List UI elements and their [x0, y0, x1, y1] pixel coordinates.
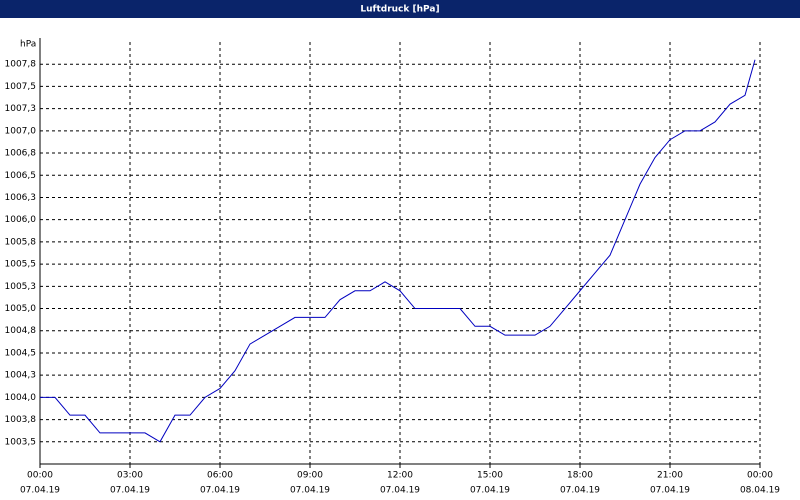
x-tick-date: 07.04.19 — [560, 486, 600, 496]
y-tick-label: 1005,8 — [5, 237, 37, 247]
x-tick-time: 00:00 — [747, 471, 773, 481]
y-tick-label: 1007,5 — [5, 82, 37, 92]
y-axis-label: hPa — [20, 40, 36, 50]
y-tick-label: 1007,3 — [5, 104, 37, 114]
data-line — [40, 59, 756, 443]
x-tick-time: 21:00 — [657, 471, 683, 481]
x-tick-date: 07.04.19 — [380, 486, 420, 496]
x-tick-time: 12:00 — [387, 471, 413, 481]
x-tick-date: 07.04.19 — [110, 486, 150, 496]
x-tick-time: 18:00 — [567, 471, 593, 481]
x-tick-time: 09:00 — [297, 471, 323, 481]
x-tick-date: 07.04.19 — [20, 486, 60, 496]
y-tick-label: 1007,0 — [5, 126, 37, 136]
y-tick-label: 1004,0 — [5, 393, 37, 403]
x-tick-time: 06:00 — [207, 471, 233, 481]
x-tick-date: 07.04.19 — [470, 486, 510, 496]
x-tick-date: 08.04.19 — [740, 486, 780, 496]
y-tick-label: 1003,5 — [5, 437, 37, 447]
chart-title: Luftdruck [hPa] — [360, 5, 439, 15]
y-tick-label: 1003,8 — [5, 415, 37, 425]
y-tick-label: 1004,8 — [5, 326, 37, 336]
x-tick-date: 07.04.19 — [290, 486, 330, 496]
y-tick-label: 1005,5 — [5, 260, 37, 270]
y-tick-label: 1006,3 — [5, 193, 37, 203]
y-tick-label: 1006,8 — [5, 149, 37, 159]
y-tick-label: 1005,0 — [5, 304, 37, 314]
x-tick-date: 07.04.19 — [650, 486, 690, 496]
x-tick-date: 07.04.19 — [200, 486, 240, 496]
y-tick-label: 1004,5 — [5, 348, 37, 358]
x-tick-time: 03:00 — [117, 471, 143, 481]
y-tick-label: 1006,0 — [5, 215, 37, 225]
x-tick-time: 15:00 — [477, 471, 503, 481]
y-tick-label: 1004,3 — [5, 371, 37, 381]
x-tick-time: 00:00 — [27, 471, 53, 481]
title-bar — [0, 0, 800, 18]
y-tick-label: 1006,5 — [5, 171, 37, 181]
y-tick-label: 1005,3 — [5, 282, 37, 292]
y-tick-label: 1007,8 — [5, 60, 37, 70]
